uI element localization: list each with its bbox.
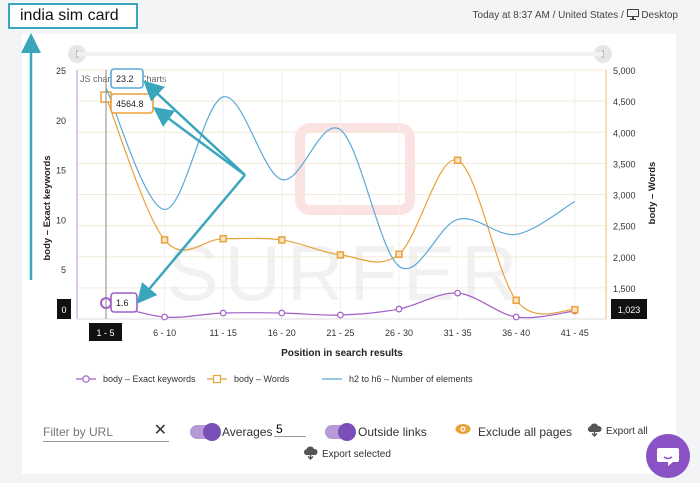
cursor-left-badge — [57, 299, 71, 319]
series-point-keywords[interactable] — [454, 289, 462, 297]
series-line-2[interactable] — [105, 87, 576, 270]
tooltip-elements-box — [110, 68, 144, 89]
chat-icon — [657, 448, 679, 466]
y-right-tick-label: 2,500 — [613, 222, 636, 232]
series-point-keywords[interactable] — [278, 309, 286, 317]
y-left-tick-label: 20 — [56, 116, 66, 126]
exclude-pages-label[interactable]: Exclude all pages — [478, 425, 573, 439]
chart-series[interactable] — [100, 87, 579, 321]
cursor-right-value: 1,023 — [618, 305, 641, 315]
arrow-to-tooltip-2 — [136, 174, 246, 304]
tooltip-elements: 23.2 — [116, 74, 134, 84]
y-right-tick-label: 5,000 — [613, 66, 636, 76]
chart-axes: 5 10 15 20 25 1,500 2,000 2,500 3,000 3,500 4,000 4… — [42, 45, 658, 359]
y-right-tick-label: 4,500 — [613, 97, 636, 107]
averages-input[interactable] — [274, 422, 306, 437]
export-all-button[interactable]: Export all — [606, 426, 648, 437]
x-tick-label: 21 - 25 — [326, 328, 354, 338]
cloud-download-icon[interactable] — [587, 423, 602, 440]
series-point-keywords[interactable] — [395, 305, 403, 313]
legend-marker-0[interactable] — [82, 375, 90, 383]
series-point-keywords[interactable] — [161, 313, 169, 321]
legend-marker-1[interactable] — [212, 374, 222, 384]
y-right-tick-label: 3,000 — [613, 191, 636, 201]
tooltip-words: 4564.8 — [116, 99, 144, 109]
y-right-axis-title: body – Words — [647, 162, 658, 225]
y-left-tick-label: 25 — [56, 66, 66, 76]
tooltip-words-box — [110, 93, 154, 114]
keyword-title: india sim card — [20, 7, 119, 24]
device-label: Desktop — [641, 10, 678, 21]
chat-launcher[interactable] — [646, 434, 690, 478]
watermark-logo — [295, 123, 415, 215]
export-selected-button[interactable]: Export selected — [322, 449, 391, 460]
eye-icon[interactable] — [455, 423, 471, 438]
y-left-tick-label: 15 — [56, 166, 66, 176]
y-right-tick-label: 3,500 — [613, 159, 636, 169]
series-point-words[interactable] — [336, 251, 345, 259]
outside-links-label: Outside links — [358, 425, 427, 439]
filter-url-field[interactable]: ✕ — [43, 422, 169, 442]
x-axis-title: Position in search results — [281, 348, 403, 359]
cursor-right-badge — [611, 299, 647, 319]
monitor-icon — [626, 9, 639, 23]
series-point-words[interactable] — [453, 156, 462, 165]
report-meta: Today at 8:37 AM / United States / Deskt… — [473, 9, 678, 23]
x-tick-label: 36 - 40 — [502, 328, 530, 338]
filter-url-input[interactable] — [43, 425, 143, 439]
legend-label-1: body – Words — [234, 374, 290, 384]
cursor-x-badge — [89, 323, 122, 341]
legend-label-0: body – Exact keywords — [103, 374, 196, 384]
arrow-to-tooltip-1 — [152, 107, 246, 177]
x-tick-label: 41 - 45 — [561, 328, 589, 338]
y-right-tick-label: 1,500 — [613, 284, 636, 294]
series-point-words[interactable] — [278, 236, 286, 244]
averages-label: Averages — [222, 425, 273, 439]
y-left-tick-label: 10 — [56, 215, 66, 225]
y-right-tick-label: 4,000 — [613, 128, 636, 138]
chart-legend[interactable]: body – Exact keywords body – Words h2 to h… — [76, 374, 473, 384]
cursor-left-value: 0 — [61, 305, 66, 315]
series-point-words[interactable] — [571, 305, 579, 314]
x-tick-label: 31 - 35 — [444, 328, 472, 338]
x-tick-label: 6 - 10 — [153, 328, 176, 338]
y-left-axis-title: body – Exact keywords — [42, 155, 53, 260]
y-right-tick-label: 2,000 — [613, 253, 636, 263]
scrollbar-track[interactable] — [77, 52, 603, 56]
report-meta-text: Today at 8:37 AM / United States / — [472, 10, 624, 21]
clear-filter-icon[interactable]: ✕ — [153, 422, 167, 439]
watermark-text: SURFER — [167, 229, 524, 317]
series-point-words[interactable] — [219, 234, 227, 243]
arrow-to-tooltip-0 — [143, 80, 246, 176]
series-point-keywords[interactable] — [512, 313, 520, 321]
cursor-x-value: 1 - 5 — [96, 328, 114, 338]
x-tick-label: 16 - 20 — [268, 328, 296, 338]
x-tick-label: 11 - 15 — [210, 328, 237, 338]
series-point-words[interactable] — [512, 296, 520, 305]
keyword-title-box: india sim card — [8, 3, 138, 29]
averages-toggle[interactable] — [190, 423, 221, 441]
x-tick-label: 26 - 30 — [385, 328, 413, 338]
series-point-words[interactable] — [395, 250, 403, 259]
series-point-words[interactable] — [160, 236, 169, 244]
outside-links-toggle[interactable] — [325, 423, 356, 441]
legend-label-2: h2 to h6 – Number of elements — [349, 374, 473, 384]
annotation-arrows — [21, 33, 246, 304]
chart-cursor: 0 1,023 1 - 5 23.2 4564.8 1.6 — [57, 68, 647, 341]
series-point-keywords[interactable] — [337, 311, 344, 319]
cloud-download-icon[interactable] — [303, 446, 318, 463]
y-left-tick-label: 5 — [61, 265, 66, 275]
tooltip-keywords: 1.6 — [116, 298, 129, 308]
series-point-keywords[interactable] — [219, 309, 227, 317]
